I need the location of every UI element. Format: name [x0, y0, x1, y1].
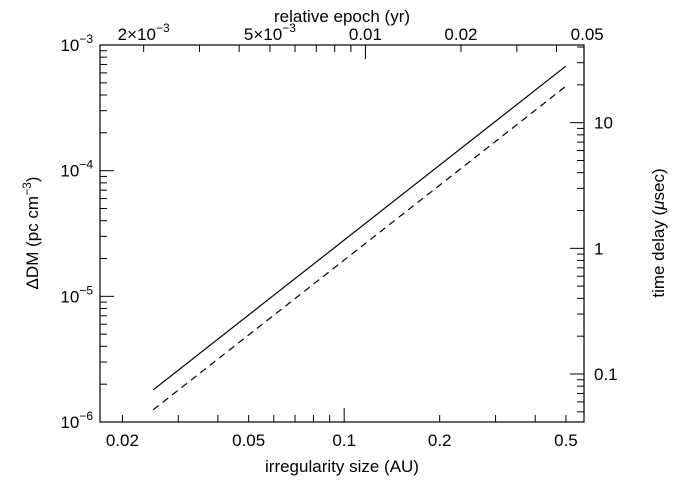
x-tick-label: 0.05 — [232, 431, 265, 450]
x2-tick-label-exp: −3 — [156, 21, 170, 35]
x-tick-label: 0.02 — [106, 431, 139, 450]
x-tick-label: 0.1 — [332, 431, 356, 450]
y-axis-title-right-suffix: sec) — [649, 168, 668, 200]
series-line-solid — [152, 65, 567, 391]
y-tick-label-exp: −6 — [79, 409, 93, 423]
x-tick-label: 0.2 — [428, 431, 452, 450]
x2-tick-label-exp: −3 — [282, 21, 296, 35]
y2-tick-label: 0.1 — [594, 365, 618, 384]
series — [152, 65, 567, 411]
y-tick-label-base: 10 — [60, 413, 79, 432]
x-tick-label: 0.5 — [554, 431, 578, 450]
y-tick-label-exp: −5 — [79, 283, 93, 297]
y-tick-label: 10−6 — [60, 409, 93, 432]
y-tick-label-base: 10 — [60, 287, 79, 306]
y-axis-title-right-greek: μ — [649, 200, 668, 211]
x2-axis-title: relative epoch (yr) — [274, 7, 410, 26]
ticks — [100, 44, 584, 423]
x2-tick-label: 0.02 — [444, 25, 477, 44]
y-axis-title-left: ΔDM (pc cm−3) — [20, 177, 42, 290]
y-tick-label-base: 10 — [60, 36, 79, 55]
y-tick-label-exp: −4 — [79, 158, 93, 172]
y-axis-title-right: time delay (μsec) — [649, 168, 668, 297]
x2-tick-label: 5×10−3 — [244, 21, 296, 44]
y-tick-label: 10−5 — [60, 283, 93, 306]
tick-labels: 0.02 0.05 0.1 0.2 0.510−610−510−410−3 2×10−3 5… — [60, 21, 617, 450]
plot-frame — [99, 44, 585, 423]
x2-tick-label: 0.05 — [571, 25, 604, 44]
y-axis-title-left-main: ΔDM (pc cm — [23, 196, 42, 290]
y2-tick-label: 10 — [594, 114, 613, 133]
y-tick-label-exp: −3 — [79, 32, 93, 46]
x2-tick-label-mant: 2×10 — [118, 25, 156, 44]
y-tick-label: 10−4 — [60, 158, 93, 181]
x2-tick-label-mant: 5×10 — [244, 25, 282, 44]
y-axis-title-right-prefix: time delay ( — [649, 209, 668, 297]
y-axis-title-left-sup: −3 — [20, 182, 34, 196]
y2-tick-label: 1 — [594, 239, 603, 258]
x-axis-title: irregularity size (AU) — [265, 457, 419, 476]
y-tick-label: 10−3 — [60, 32, 93, 55]
x2-tick-label: 0.01 — [349, 25, 382, 44]
y-tick-label-base: 10 — [60, 162, 79, 181]
series-line-dashed — [152, 85, 567, 411]
x2-tick-label: 2×10−3 — [118, 21, 170, 44]
y-axis-title-left-suffix: ) — [23, 177, 42, 183]
